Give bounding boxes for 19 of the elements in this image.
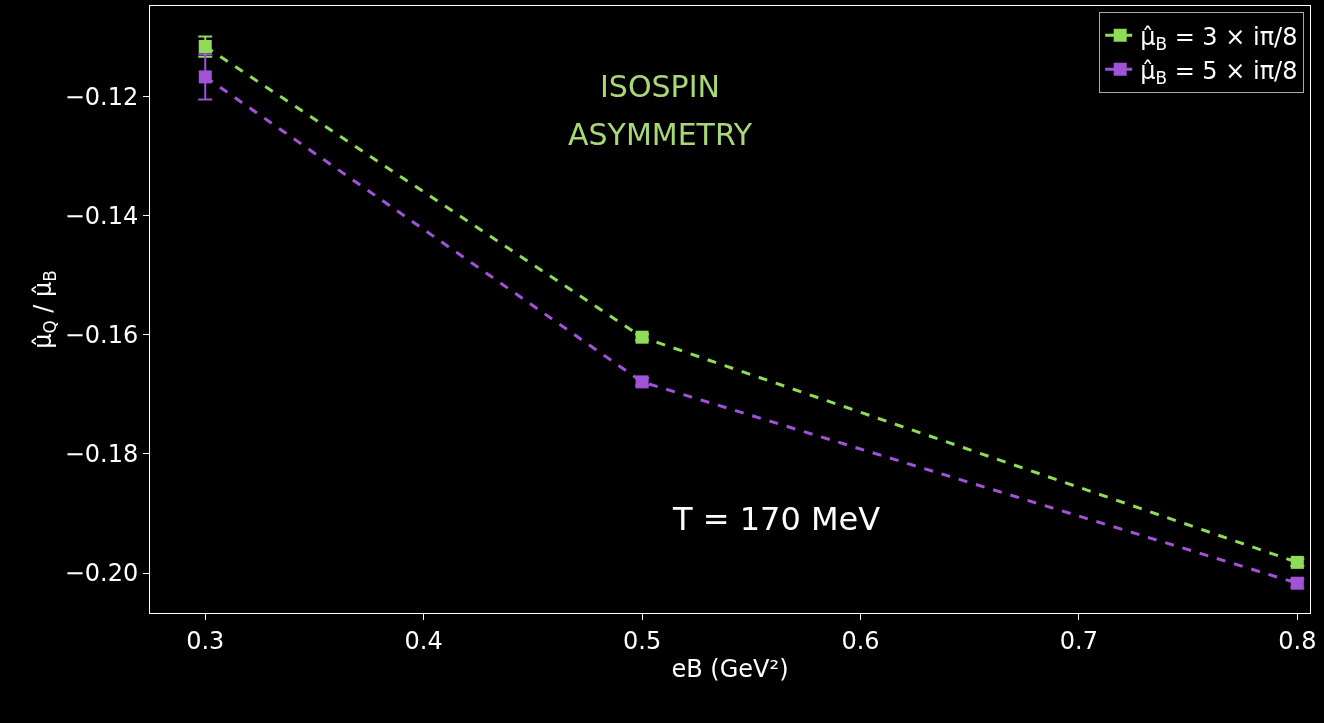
point <box>198 40 212 54</box>
x-tick-label: 0.6 <box>841 626 880 655</box>
annotation: T = 170 MeV <box>672 500 881 538</box>
x-tick-label: 0.8 <box>1278 626 1317 655</box>
y-tick-label: −0.16 <box>64 321 139 350</box>
x-tick-label: 0.5 <box>623 626 662 655</box>
y-tick-label: −0.12 <box>64 82 139 111</box>
x-tick-label: 0.4 <box>404 626 443 655</box>
legend-label: μ̂$_{B}$ = 3 × iπ/8 <box>1140 22 1298 54</box>
point <box>198 70 212 84</box>
y-tick-label: −0.18 <box>64 440 139 469</box>
x-tick-label: 0.7 <box>1059 626 1099 655</box>
annotation: ASYMMETRY <box>568 117 753 152</box>
x-tick-label: 0.3 <box>186 626 225 655</box>
legend-label: μ̂$_{B}$ = 5 × iπ/8 <box>1140 56 1298 88</box>
y-tick-label: −0.20 <box>64 559 139 588</box>
annotation: ISOSPIN <box>600 69 720 104</box>
y-tick-label: −0.14 <box>64 202 139 231</box>
x-axis-title: eB (GeV²) <box>671 655 789 684</box>
